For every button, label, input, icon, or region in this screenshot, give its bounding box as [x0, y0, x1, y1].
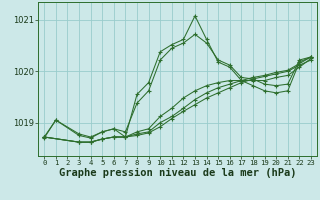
X-axis label: Graphe pression niveau de la mer (hPa): Graphe pression niveau de la mer (hPa): [59, 168, 296, 178]
